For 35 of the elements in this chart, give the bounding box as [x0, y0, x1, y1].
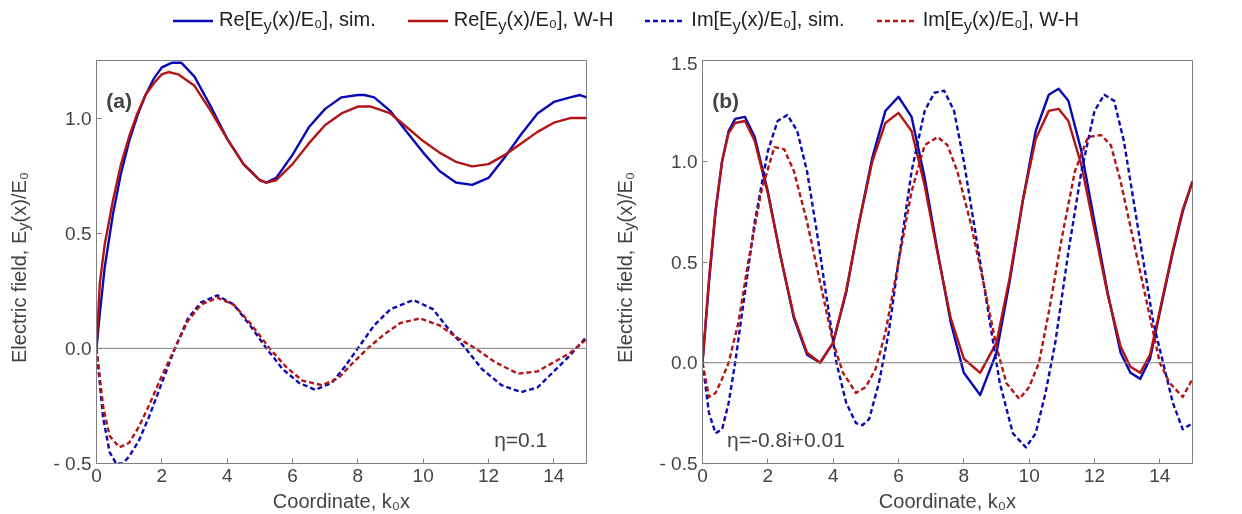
- annotation: η=0.1: [494, 428, 548, 452]
- legend-label: Re[E$_{y}$(x)/E₀], W-H: [453, 7, 614, 37]
- y-tick-label: 1.5: [671, 52, 698, 74]
- y-tick-label: 1.0: [65, 107, 92, 129]
- x-tick-label: 10: [1018, 464, 1040, 486]
- x-axis-title: Coordinate, k₀x: [878, 489, 1017, 512]
- x-tick-label: 4: [221, 464, 233, 486]
- x-tick-label: 14: [1149, 464, 1171, 486]
- x-tick-label: 10: [412, 464, 434, 486]
- y-tick-label: - 0.5: [53, 453, 92, 474]
- x-tick-label: 4: [827, 464, 839, 486]
- x-tick-label: 12: [477, 464, 500, 486]
- y-tick-label: 0.0: [65, 337, 92, 359]
- x-tick-label: 6: [893, 464, 904, 486]
- legend-label: Re[E$_{y}$(x)/E₀], sim.: [219, 7, 376, 37]
- y-tick-label: 0.0: [671, 352, 698, 374]
- x-tick-label: 0: [697, 464, 708, 486]
- annotation: (a): [106, 88, 132, 112]
- x-axis-title: Coordinate, k₀x: [272, 489, 411, 512]
- x-tick-label: 2: [156, 464, 168, 486]
- y-tick-label: 1.0: [671, 150, 698, 172]
- x-tick-label: 6: [287, 464, 298, 486]
- legend-label: Im[E$_{y}$(x)/E₀], W-H: [922, 7, 1079, 37]
- annotation: (b): [712, 88, 740, 112]
- y-tick-label: - 0.5: [659, 453, 698, 474]
- annotation: η=-0.8i+0.01: [727, 428, 845, 452]
- legend-label: Im[E$_{y}$(x)/E₀], sim.: [691, 7, 845, 37]
- y-tick-label: 0.5: [671, 251, 698, 273]
- x-tick-label: 12: [1083, 464, 1106, 486]
- x-tick-label: 8: [352, 464, 364, 486]
- y-tick-label: 0.5: [65, 222, 92, 244]
- x-tick-label: 0: [91, 464, 102, 486]
- x-tick-label: 8: [958, 464, 970, 486]
- x-tick-label: 14: [543, 464, 565, 486]
- x-tick-label: 2: [762, 464, 774, 486]
